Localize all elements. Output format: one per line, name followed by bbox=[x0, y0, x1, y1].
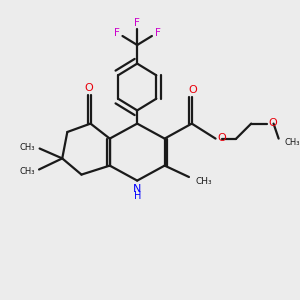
Text: O: O bbox=[189, 85, 198, 95]
Text: CH₃: CH₃ bbox=[285, 138, 300, 147]
Text: H: H bbox=[134, 191, 141, 201]
Text: O: O bbox=[85, 83, 94, 93]
Text: F: F bbox=[154, 28, 160, 38]
Text: CH₃: CH₃ bbox=[20, 142, 35, 152]
Text: O: O bbox=[269, 118, 278, 128]
Text: N: N bbox=[133, 184, 141, 194]
Text: O: O bbox=[217, 133, 226, 143]
Text: F: F bbox=[114, 28, 120, 38]
Text: F: F bbox=[134, 18, 140, 28]
Text: CH₃: CH₃ bbox=[19, 167, 35, 176]
Text: CH₃: CH₃ bbox=[195, 177, 212, 186]
